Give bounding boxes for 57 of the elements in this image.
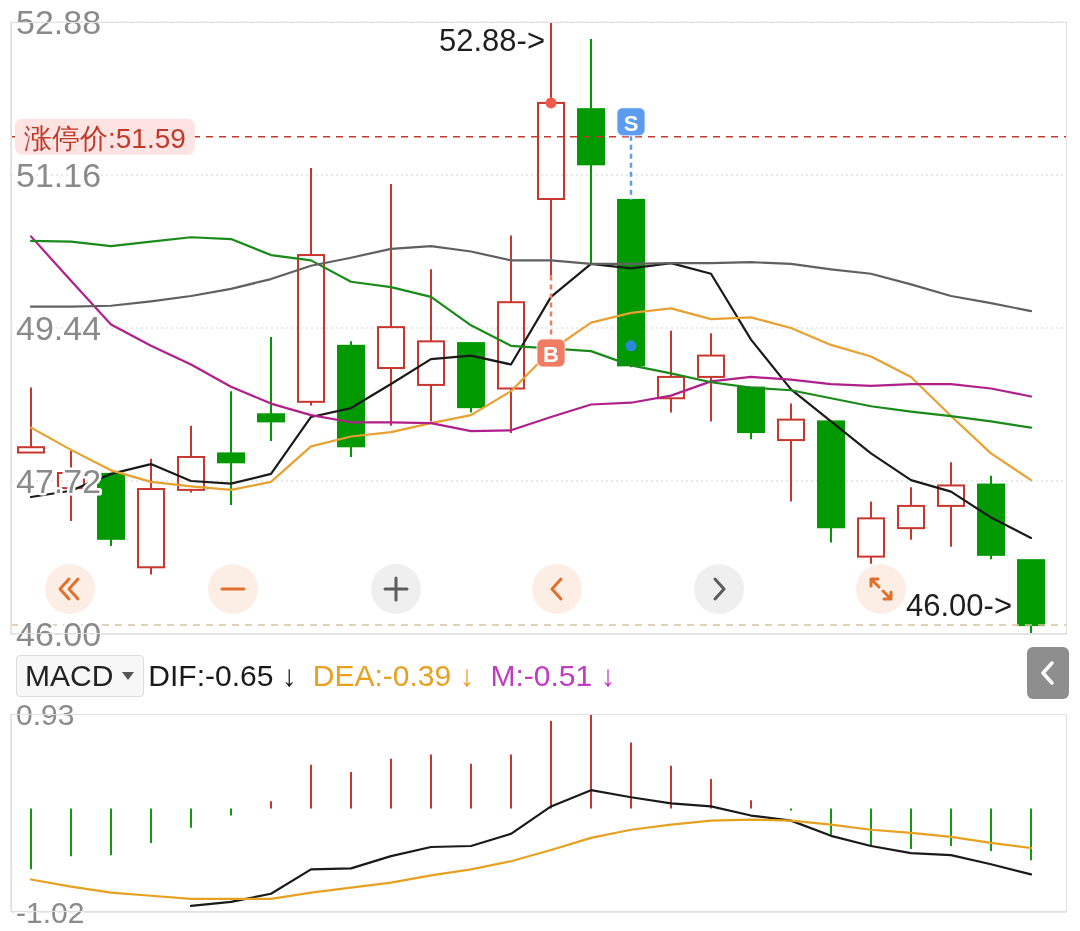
- candlestick: [217, 390, 245, 507]
- series-label: M:-0.51 ↓: [490, 659, 616, 692]
- bar: [910, 808, 912, 850]
- bar: [750, 800, 752, 809]
- bar: [950, 808, 952, 846]
- bar: [550, 721, 552, 809]
- candlestick: [777, 402, 805, 503]
- bar: [350, 771, 352, 809]
- data-label: B: [543, 341, 559, 367]
- annotation: 52.88->: [438, 22, 545, 58]
- candlestick: [497, 234, 525, 434]
- candlestick: [577, 37, 605, 265]
- bar: [510, 754, 512, 809]
- bar: [310, 764, 312, 809]
- bar: [630, 742, 632, 809]
- candlestick: [257, 335, 285, 442]
- y-tick-label: 52.88: [16, 3, 102, 41]
- line-series: [29, 245, 1033, 313]
- legend-title: MACD: [25, 659, 114, 693]
- bar: [430, 754, 432, 809]
- data-label: S: [623, 110, 639, 136]
- y-tick-label: -1.02: [16, 895, 85, 929]
- bar: [830, 808, 832, 835]
- y-tick-label: 49.44: [16, 309, 102, 347]
- bar: [990, 808, 992, 852]
- candlestick: [417, 268, 445, 423]
- y-tick-label: 46.00: [16, 615, 102, 653]
- bar: [110, 808, 112, 856]
- candlestick: [377, 182, 405, 427]
- candlestick: [937, 461, 965, 548]
- bar: [230, 808, 232, 816]
- bar: [390, 758, 392, 809]
- bar: [70, 808, 72, 857]
- bar: [710, 778, 712, 809]
- candlestick: [897, 486, 925, 541]
- ref-line-label: 涨停价:51.59: [24, 122, 186, 154]
- line-series: [29, 818, 1033, 900]
- bar: [150, 808, 152, 843]
- bar: [190, 808, 192, 828]
- bar: [30, 808, 32, 870]
- line-series: [189, 789, 1033, 908]
- candlestick: [697, 332, 725, 423]
- bar: [270, 801, 272, 809]
- text: DIF:-0.65 ↓: [148, 659, 297, 692]
- bar: [870, 808, 872, 846]
- bar: [670, 765, 672, 809]
- bar: [1030, 808, 1032, 861]
- y-tick-label: 0.93: [16, 697, 75, 731]
- bar: [790, 808, 792, 811]
- candlestick: [657, 329, 685, 414]
- point: [545, 97, 557, 109]
- y-tick-label: 51.16: [16, 156, 102, 194]
- bar: [470, 763, 472, 809]
- bar: [590, 714, 592, 809]
- point: [625, 340, 637, 352]
- annotation: 46.00->: [905, 587, 1012, 623]
- text: DEA:-0.39 ↓: [312, 659, 475, 692]
